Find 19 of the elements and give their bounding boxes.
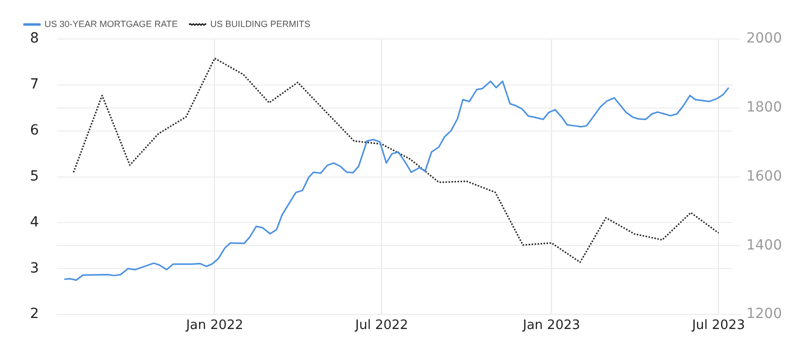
y-tick-label: 2 — [30, 306, 39, 322]
x-tick-label: Jan 2023 — [522, 318, 580, 333]
y-tick-label: 5 — [30, 168, 39, 184]
y-tick-label: 3 — [30, 260, 39, 276]
y2-tick-label: 1600 — [746, 168, 782, 184]
y2-tick-label: 1400 — [746, 237, 782, 254]
y-tick-label: 7 — [30, 76, 39, 93]
y2-tick-label: 2000 — [746, 30, 782, 47]
y-tick-label: 4 — [30, 214, 39, 230]
line-series — [72, 58, 720, 263]
legend-label: US BUILDING PERMITS — [210, 18, 310, 29]
y-tick-label: 6 — [30, 122, 39, 139]
x-tick-label: Jan 2022 — [185, 318, 244, 333]
x-tick-label: Jul 2022 — [354, 318, 408, 333]
y-tick-label: 8 — [30, 30, 39, 47]
x-tick-label: Jul 2023 — [691, 318, 745, 333]
y2-tick-label: 1200 — [746, 306, 782, 322]
legend-label: US 30-YEAR MORTGAGE RATE — [44, 18, 178, 29]
y2-tick-label: 1800 — [746, 100, 782, 116]
